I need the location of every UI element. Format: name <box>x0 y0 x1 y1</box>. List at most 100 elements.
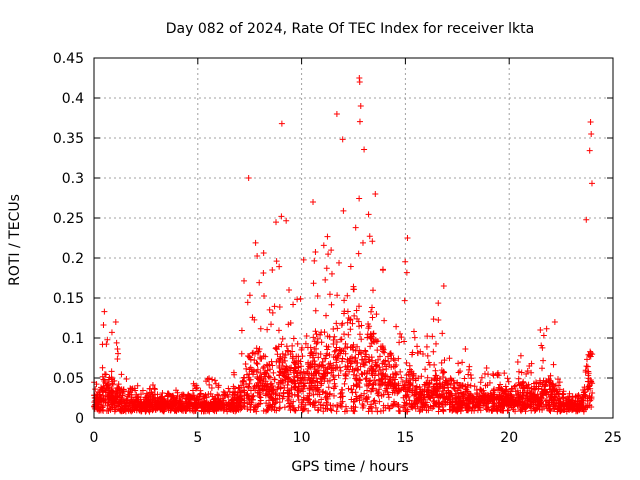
data-point <box>118 386 125 393</box>
data-point <box>101 371 108 378</box>
data-point <box>170 396 177 403</box>
data-point <box>356 195 363 202</box>
data-point <box>444 396 451 403</box>
data-point <box>284 365 291 372</box>
data-point <box>540 403 547 410</box>
data-point <box>300 385 307 392</box>
data-point <box>286 286 293 293</box>
data-point <box>282 376 289 383</box>
data-point <box>238 382 245 389</box>
data-point <box>550 405 557 412</box>
data-point <box>409 404 416 411</box>
data-point <box>106 374 113 381</box>
data-point <box>387 350 394 357</box>
data-point <box>449 392 456 399</box>
data-point <box>266 306 273 313</box>
data-point <box>359 239 366 246</box>
data-point <box>241 404 248 411</box>
data-point <box>555 382 562 389</box>
data-point <box>275 327 282 334</box>
data-point <box>198 408 205 415</box>
data-point <box>342 363 349 370</box>
data-point <box>99 364 106 371</box>
data-point <box>498 385 505 392</box>
data-point <box>269 267 276 274</box>
data-point <box>379 366 386 373</box>
data-point <box>398 334 405 341</box>
data-point <box>322 389 329 396</box>
data-point <box>409 351 416 358</box>
data-point <box>250 371 257 378</box>
data-point <box>468 407 475 414</box>
y-tick-label: 0.35 <box>53 131 84 147</box>
data-point <box>321 355 328 362</box>
data-point <box>447 399 454 406</box>
data-point <box>311 346 318 353</box>
data-point <box>254 253 261 260</box>
data-point <box>314 335 321 342</box>
data-point <box>252 387 259 394</box>
data-point <box>543 325 550 332</box>
data-point <box>341 308 348 315</box>
data-point <box>269 396 276 403</box>
data-point <box>230 389 237 396</box>
data-point <box>519 396 526 403</box>
data-point <box>268 321 275 328</box>
data-point <box>533 394 540 401</box>
data-point <box>260 407 267 414</box>
data-point <box>283 343 290 350</box>
data-point <box>312 328 319 335</box>
data-point <box>256 346 263 353</box>
data-point <box>313 350 320 357</box>
data-point <box>372 368 379 375</box>
data-point <box>342 375 349 382</box>
data-point <box>346 368 353 375</box>
data-point <box>492 394 499 401</box>
data-point <box>270 386 277 393</box>
data-point <box>563 408 570 415</box>
data-point <box>161 406 168 413</box>
data-point <box>93 381 100 388</box>
data-point <box>318 329 325 336</box>
data-point <box>257 325 264 332</box>
data-point <box>336 259 343 266</box>
data-point <box>553 391 560 398</box>
data-point <box>550 385 557 392</box>
data-point <box>467 382 474 389</box>
data-point <box>277 356 284 363</box>
data-point <box>261 382 268 389</box>
data-point <box>323 393 330 400</box>
data-point <box>455 394 462 401</box>
data-point <box>125 388 132 395</box>
data-point <box>303 332 310 339</box>
data-point <box>430 348 437 355</box>
data-point <box>322 276 329 283</box>
data-point <box>320 242 327 249</box>
data-point <box>239 378 246 385</box>
y-tick-label: 0 <box>75 411 84 427</box>
data-point <box>483 406 490 413</box>
data-point <box>406 368 413 375</box>
data-point <box>123 375 130 382</box>
data-point <box>445 384 452 391</box>
data-point <box>490 403 497 410</box>
data-point <box>297 387 304 394</box>
data-point <box>244 383 251 390</box>
data-point <box>555 376 562 383</box>
data-point <box>342 345 349 352</box>
data-point <box>372 191 379 197</box>
data-point <box>252 402 259 409</box>
data-point <box>347 326 354 333</box>
data-point <box>557 407 564 414</box>
data-point <box>281 404 288 411</box>
data-point <box>324 393 331 400</box>
data-point <box>311 365 318 372</box>
data-point <box>281 384 288 391</box>
data-point <box>339 355 346 362</box>
data-point <box>547 386 554 393</box>
data-point <box>240 377 247 384</box>
data-point <box>312 307 319 314</box>
data-point <box>551 319 558 325</box>
data-point <box>541 387 548 394</box>
data-point <box>503 394 510 401</box>
